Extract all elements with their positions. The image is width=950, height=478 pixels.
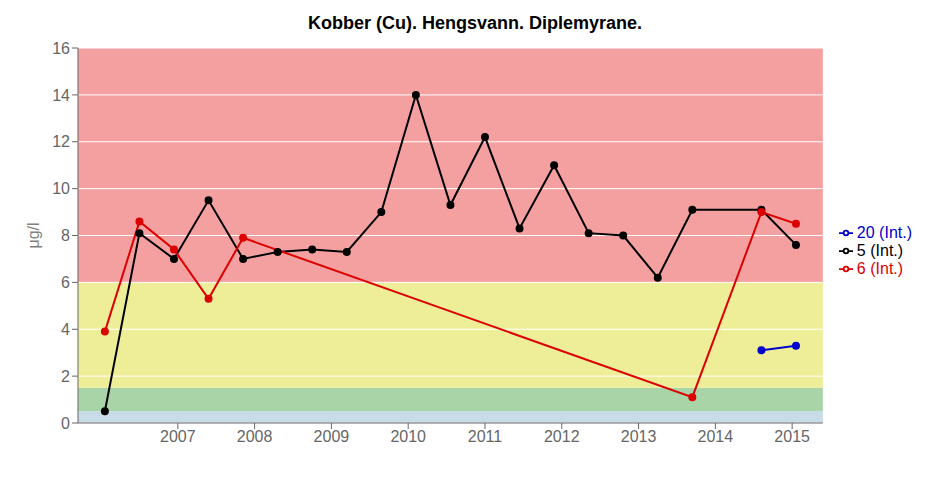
svg-text:8: 8 [61,227,70,244]
svg-text:2010: 2010 [390,428,426,445]
svg-text:2015: 2015 [774,428,810,445]
svg-text:μg/l: μg/l [25,222,42,248]
svg-text:2: 2 [61,368,70,385]
html-text:20 (Int.): 20 (Int.) [856,223,912,241]
html-text:5 (Int.): 5 (Int.) [856,241,904,259]
svg-text:14: 14 [52,87,70,104]
svg-text:12: 12 [52,133,70,150]
svg-text:2009: 2009 [314,428,350,445]
svg-text:2011: 2011 [468,428,503,445]
svg-text:2012: 2012 [544,428,580,445]
svg-text:2014: 2014 [698,428,734,445]
svg-text:0: 0 [61,415,70,432]
svg-text:2013: 2013 [621,428,657,445]
html-text:Kobber (Cu). Hengsvann. Diplem: Kobber (Cu). Hengsvann. Diplemyrane. [308,13,642,33]
svg-text:2008: 2008 [237,428,273,445]
svg-text:2007: 2007 [160,428,196,445]
html-text:6 (Int.): 6 (Int.) [856,259,904,277]
svg-text:16: 16 [52,40,70,57]
svg-text:6: 6 [61,274,70,291]
svg-text:10: 10 [52,180,70,197]
svg-text:4: 4 [61,321,70,338]
